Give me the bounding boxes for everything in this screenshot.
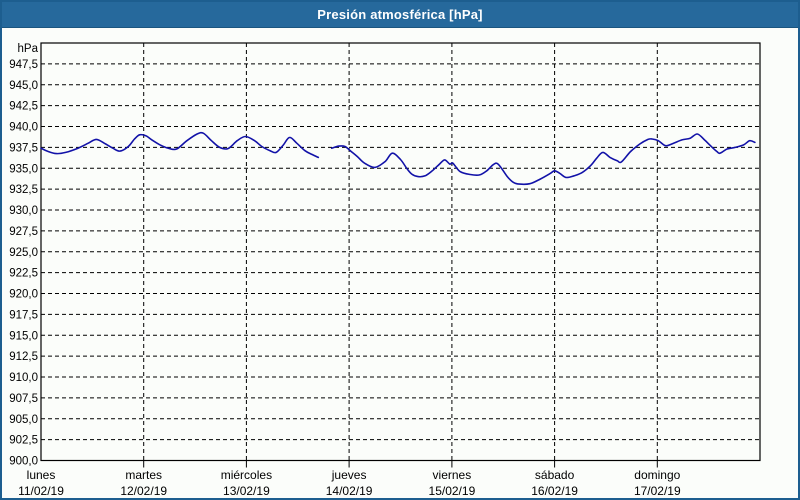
x-date-label: 16/02/19 <box>531 484 578 498</box>
x-weekday-label: domingo <box>634 468 680 482</box>
y-tick-label: 915,0 <box>9 330 38 342</box>
y-tick-label: 927,5 <box>9 226 38 238</box>
y-tick-label: 922,5 <box>9 268 38 280</box>
y-tick-label: 942,5 <box>9 101 38 113</box>
y-tick-label: 947,5 <box>9 59 38 71</box>
y-tick-label: 910,0 <box>9 372 38 384</box>
y-tick-label: 940,0 <box>9 122 38 134</box>
window-titlebar: Presión atmosférica [hPa] <box>2 2 798 28</box>
x-weekday-label: lunes <box>27 468 56 482</box>
x-date-label: 13/02/19 <box>223 484 270 498</box>
y-tick-label: 907,5 <box>9 393 38 405</box>
pressure-line-segment <box>330 133 756 186</box>
x-weekday-label: martes <box>125 468 162 482</box>
x-weekday-label: sábado <box>535 468 575 482</box>
pressure-chart: 947,5 945,0 942,5 940,0 937,5 935,0 932,5 930,0… <box>9 42 761 498</box>
x-date-label: 15/02/19 <box>429 484 476 498</box>
y-tick-label: 930,0 <box>9 205 38 217</box>
window-title: Presión atmosférica [hPa] <box>317 7 483 22</box>
y-tick-label: 900,0 <box>9 456 38 468</box>
x-date-label: 17/02/19 <box>634 484 681 498</box>
x-weekday-label: jueves <box>331 468 367 482</box>
y-tick-label: 935,0 <box>9 163 38 175</box>
x-weekday-label: miércoles <box>221 468 272 482</box>
y-tick-label: 902,5 <box>9 435 38 447</box>
y-axis-unit-label: hPa <box>18 43 39 55</box>
y-tick-label: 937,5 <box>9 142 38 154</box>
y-tick-label: 932,5 <box>9 184 38 196</box>
y-tick-label: 917,5 <box>9 309 38 321</box>
x-date-label: 14/02/19 <box>326 484 373 498</box>
y-tick-label: 912,5 <box>9 351 38 363</box>
y-tick-label: 920,0 <box>9 289 38 301</box>
plot-border <box>40 42 761 462</box>
x-date-label: 11/02/19 <box>18 484 64 498</box>
y-tick-label: 945,0 <box>9 80 38 92</box>
chart-area: 947,5 945,0 942,5 940,0 937,5 935,0 932,5 930,0… <box>2 28 798 498</box>
x-date-label: 12/02/19 <box>120 484 167 498</box>
y-tick-label: 925,0 <box>9 247 38 259</box>
x-weekday-label: viernes <box>433 468 472 482</box>
y-tick-label: 905,0 <box>9 414 38 426</box>
pressure-line-segment <box>40 131 320 159</box>
